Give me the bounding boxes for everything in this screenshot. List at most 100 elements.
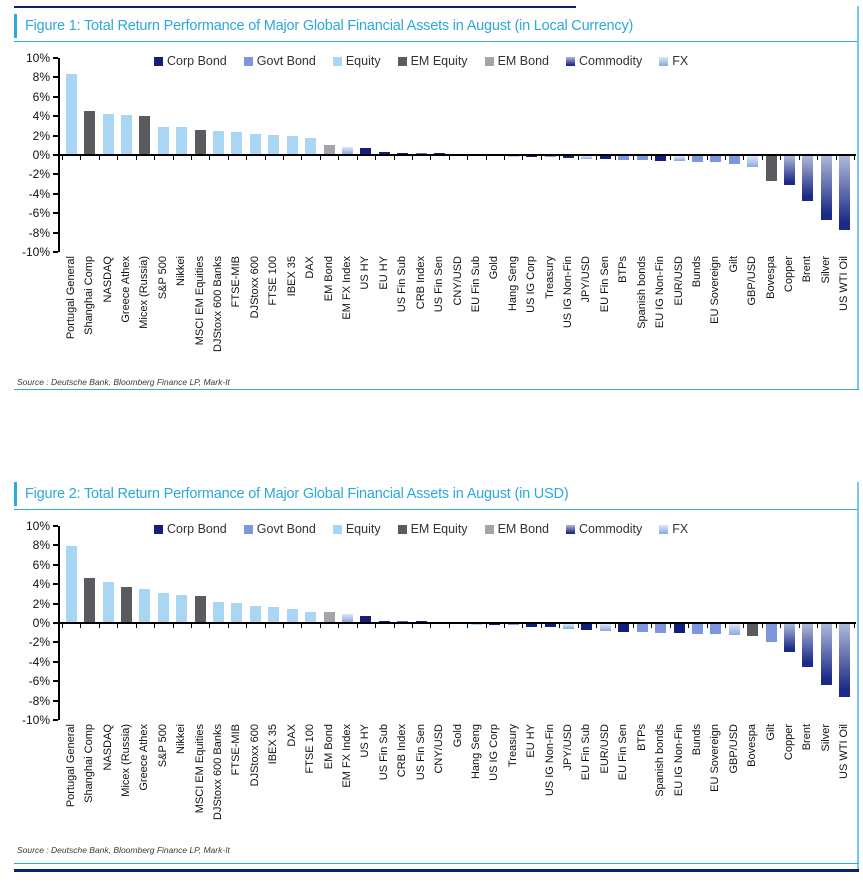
bar-brent <box>802 624 814 667</box>
bar-eu-fin-sub <box>581 624 593 630</box>
x-tick-mark <box>596 624 598 628</box>
bar-ftse-mib <box>231 603 243 622</box>
x-category-label: GBP/USD <box>746 256 759 306</box>
legend-item-fx: FX <box>659 522 688 536</box>
bar-micex-russia- <box>120 587 132 622</box>
x-tick-mark <box>743 156 745 160</box>
legend-item-em_equity: EM Equity <box>397 522 468 536</box>
x-category-label: DJStoxx 600 Banks <box>212 724 225 820</box>
x-category-label: EU Fin Sen <box>598 256 611 313</box>
y-tick-label: -10% <box>21 713 50 727</box>
x-tick-mark <box>504 624 506 628</box>
x-category-label: FTSE 100 <box>304 724 317 774</box>
bar-bunds <box>691 156 703 162</box>
bar-em-fx-index <box>341 614 353 622</box>
x-category-label: Gold <box>451 724 464 748</box>
y-tick-label: 4% <box>32 577 50 592</box>
x-tick-mark <box>209 624 211 628</box>
x-category-label: Spanish bonds <box>654 724 667 797</box>
legend-item-corp_bond: Corp Bond <box>154 54 227 68</box>
x-tick-mark <box>283 156 285 160</box>
x-category-label: US IG Corp <box>488 724 501 781</box>
bar-ftse-100 <box>305 612 317 622</box>
x-tick-mark <box>172 156 174 160</box>
y-tick-label: -8% <box>28 693 50 708</box>
x-category-label: US IG Corp <box>525 256 538 313</box>
x-tick-mark <box>835 624 837 628</box>
x-tick-mark <box>596 156 598 160</box>
bar-ibex-35 <box>286 136 298 154</box>
x-category-label: DJStoxx 600 <box>248 256 261 319</box>
x-category-label: CRB Index <box>396 724 409 778</box>
bar-msci-em-equities <box>194 130 206 154</box>
x-tick-mark <box>375 624 377 628</box>
bar-crb-index <box>415 153 427 154</box>
legend-label: FX <box>672 54 689 68</box>
y-tick-label: -6% <box>28 674 50 689</box>
x-tick-mark <box>504 156 506 160</box>
bar-hang-seng <box>507 156 519 157</box>
y-tick-mark <box>53 699 58 702</box>
x-category-label: US Fin Sen <box>433 256 446 313</box>
x-category-label: S&P 500 <box>156 256 169 300</box>
x-tick-mark <box>798 624 800 628</box>
bar-eur-usd <box>673 156 685 161</box>
x-category-label: EU IG Non-Fin <box>672 724 685 797</box>
x-tick-mark <box>614 624 616 628</box>
figure-2-chart: Corp Bond Govt Bond Equity EM Equity EM Bond… <box>14 514 859 848</box>
x-category-label: EU IG Non-Fin <box>654 256 667 329</box>
chart-legend: Corp Bond Govt Bond Equity EM Equity EM Bond… <box>154 54 688 68</box>
y-tick-label: 0% <box>32 148 50 162</box>
figure-2-title-underline <box>14 509 859 510</box>
figure-1-chart: Corp Bond Govt Bond Equity EM Equity EM Bond… <box>14 46 859 380</box>
bar-greece-athex <box>139 589 151 622</box>
y-tick-mark <box>53 115 58 118</box>
bar-em-bond <box>323 145 335 154</box>
x-category-label: EU Sovereign <box>709 256 722 324</box>
x-category-label: Shanghai Comp <box>83 724 96 803</box>
bar-ibex-35 <box>268 607 280 622</box>
x-tick-mark <box>98 624 100 628</box>
x-tick-mark <box>375 156 377 160</box>
bar-nikkei <box>176 595 188 622</box>
bar-bovespa <box>765 156 777 181</box>
legend-label: EM Equity <box>410 522 468 536</box>
x-category-label: S&P 500 <box>156 724 169 768</box>
bar-silver <box>820 624 832 685</box>
y-tick-label: 2% <box>32 128 50 143</box>
bar-us-wti-oil <box>839 156 851 230</box>
figure-2-title: Figure 2: Total Return Performance of Ma… <box>14 482 569 506</box>
x-category-label: Hang Seng <box>469 724 482 780</box>
legend-label: EM Bond <box>497 54 549 68</box>
x-tick-mark <box>154 156 156 160</box>
x-tick-mark <box>743 624 745 628</box>
legend-label: Corp Bond <box>167 54 227 68</box>
x-tick-mark <box>301 156 303 160</box>
y-tick-mark <box>53 154 58 156</box>
y-tick-mark <box>53 583 58 586</box>
x-tick-mark <box>559 624 561 628</box>
figure-1-bottom-rule <box>14 389 859 390</box>
y-tick-label: -2% <box>28 167 50 182</box>
legend-swatch-equity <box>332 56 342 66</box>
x-tick-mark <box>651 156 653 160</box>
bar-silver <box>820 156 832 220</box>
x-tick-mark <box>835 156 837 160</box>
x-category-label: Gold <box>488 256 501 280</box>
bar-us-ig-corp <box>489 624 501 625</box>
x-category-label: EM FX Index <box>340 256 353 320</box>
x-category-label: EM FX Index <box>340 724 353 788</box>
legend-swatch-em_bond <box>484 524 494 534</box>
x-tick-mark <box>761 624 763 628</box>
x-tick-mark <box>798 156 800 160</box>
bar-treasury <box>544 156 556 157</box>
y-tick-mark <box>53 602 58 605</box>
legend-item-equity: Equity <box>332 522 381 536</box>
bar-eu-hy <box>378 152 390 154</box>
x-category-label: DJStoxx 600 Banks <box>212 256 225 352</box>
bar-copper <box>784 156 796 185</box>
legend-swatch-em_equity <box>397 524 407 534</box>
bar-gbp-usd <box>728 624 740 635</box>
bar-shanghai-comp <box>84 111 96 154</box>
bar-eu-fin-sen <box>599 156 611 159</box>
